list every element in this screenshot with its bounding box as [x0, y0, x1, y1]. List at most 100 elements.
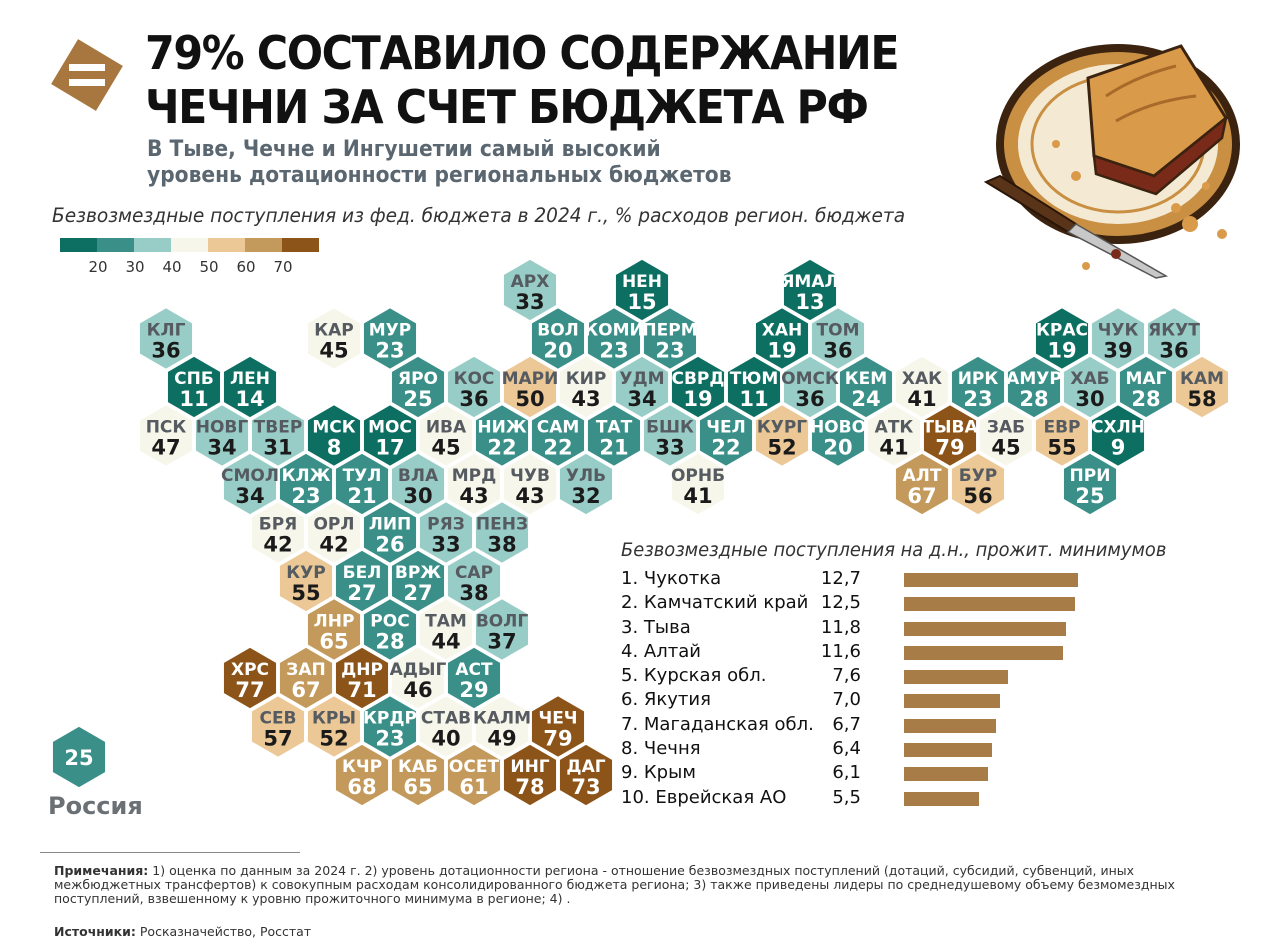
region-value: 23 [655, 339, 684, 363]
ranking-value: 6,4 [832, 738, 861, 760]
region-value: 32 [571, 484, 600, 508]
region-abbr: СХЛН [1091, 418, 1145, 438]
ranking-value: 12,5 [820, 592, 861, 614]
region-abbr: РОС [370, 612, 409, 632]
region-value: 46 [403, 678, 432, 702]
legend-swatch [97, 238, 134, 252]
ranking-bar [904, 694, 1000, 709]
ranking-value: 11,6 [820, 640, 861, 662]
legend-tick: 70 [273, 258, 293, 276]
region-abbr: КУР [286, 563, 325, 583]
region-abbr: ЧЕЧ [538, 709, 577, 729]
region-abbr: ИНГ [510, 757, 549, 777]
region-hex [502, 743, 558, 807]
region-value: 28 [1131, 387, 1160, 411]
region-abbr: КЛЖ [282, 466, 331, 486]
region-value: 65 [403, 775, 432, 799]
region-hex [222, 646, 278, 710]
region-value: 21 [599, 436, 628, 460]
notes-label: Примечания: [54, 863, 149, 878]
region-hex [670, 452, 726, 516]
region-value: 20 [543, 339, 572, 363]
region-value: 36 [823, 339, 852, 363]
region-value: 22 [711, 436, 740, 460]
region-value: 25 [1075, 484, 1104, 508]
region-abbr: КЛГ [147, 321, 186, 341]
region-abbr: КИР [566, 369, 607, 389]
region-hex [558, 743, 614, 807]
region-abbr: ПСК [146, 418, 187, 438]
notes-text: 1) оценка по данным за 2024 г. 2) уровен… [54, 863, 1175, 906]
region-value: 19 [1047, 339, 1076, 363]
region-abbr: МОС [368, 418, 412, 438]
region-value: 25 [403, 387, 432, 411]
sources-label: Источники: [54, 924, 136, 939]
region-value: 43 [515, 484, 544, 508]
region-value: 52 [767, 436, 796, 460]
region-value: 17 [375, 436, 404, 460]
region-abbr: ОМСК [781, 369, 839, 389]
region-abbr: УЛЬ [566, 466, 606, 486]
region-hex [502, 355, 558, 419]
region-hex [558, 452, 614, 516]
region-hex [362, 694, 418, 759]
region-hex [1118, 355, 1174, 419]
region-hex [446, 743, 502, 807]
region-abbr: САМ [537, 418, 580, 438]
region-hex [1062, 355, 1118, 419]
region-abbr: УДМ [619, 369, 664, 389]
region-hex [1146, 306, 1202, 371]
region-abbr: САР [455, 563, 493, 583]
ranking-name: 1. Чукотка [621, 568, 722, 589]
region-abbr: ПРИ [1070, 466, 1111, 486]
region-value: 33 [431, 533, 460, 557]
region-value: 55 [291, 581, 320, 605]
region-hex [950, 355, 1006, 419]
region-value: 45 [431, 436, 460, 460]
region-value: 78 [515, 775, 544, 799]
region-abbr: МРД [452, 466, 497, 486]
region-hex [250, 403, 306, 468]
region-abbr: ТОМ [817, 321, 860, 341]
region-hex [446, 452, 502, 516]
region-abbr: КАР [314, 321, 354, 341]
region-value: 37 [487, 630, 516, 654]
region-hex [922, 403, 978, 468]
region-value: 45 [991, 436, 1020, 460]
ranking-row: 2. Камчатский край 12,5 [621, 592, 1181, 616]
ranking-value: 6,7 [832, 713, 861, 735]
region-value: 36 [1159, 339, 1188, 363]
ranking-value: 6,1 [832, 762, 861, 784]
region-value: 77 [235, 678, 264, 702]
region-hex [222, 452, 278, 516]
region-abbr: БШК [646, 418, 694, 438]
region-value: 44 [431, 630, 460, 654]
region-hex [446, 549, 502, 613]
legend-swatch [134, 238, 171, 252]
region-hex [726, 355, 782, 419]
region-hex [558, 355, 614, 419]
region-value: 38 [487, 533, 516, 557]
region-abbr: ВОЛ [537, 321, 579, 341]
